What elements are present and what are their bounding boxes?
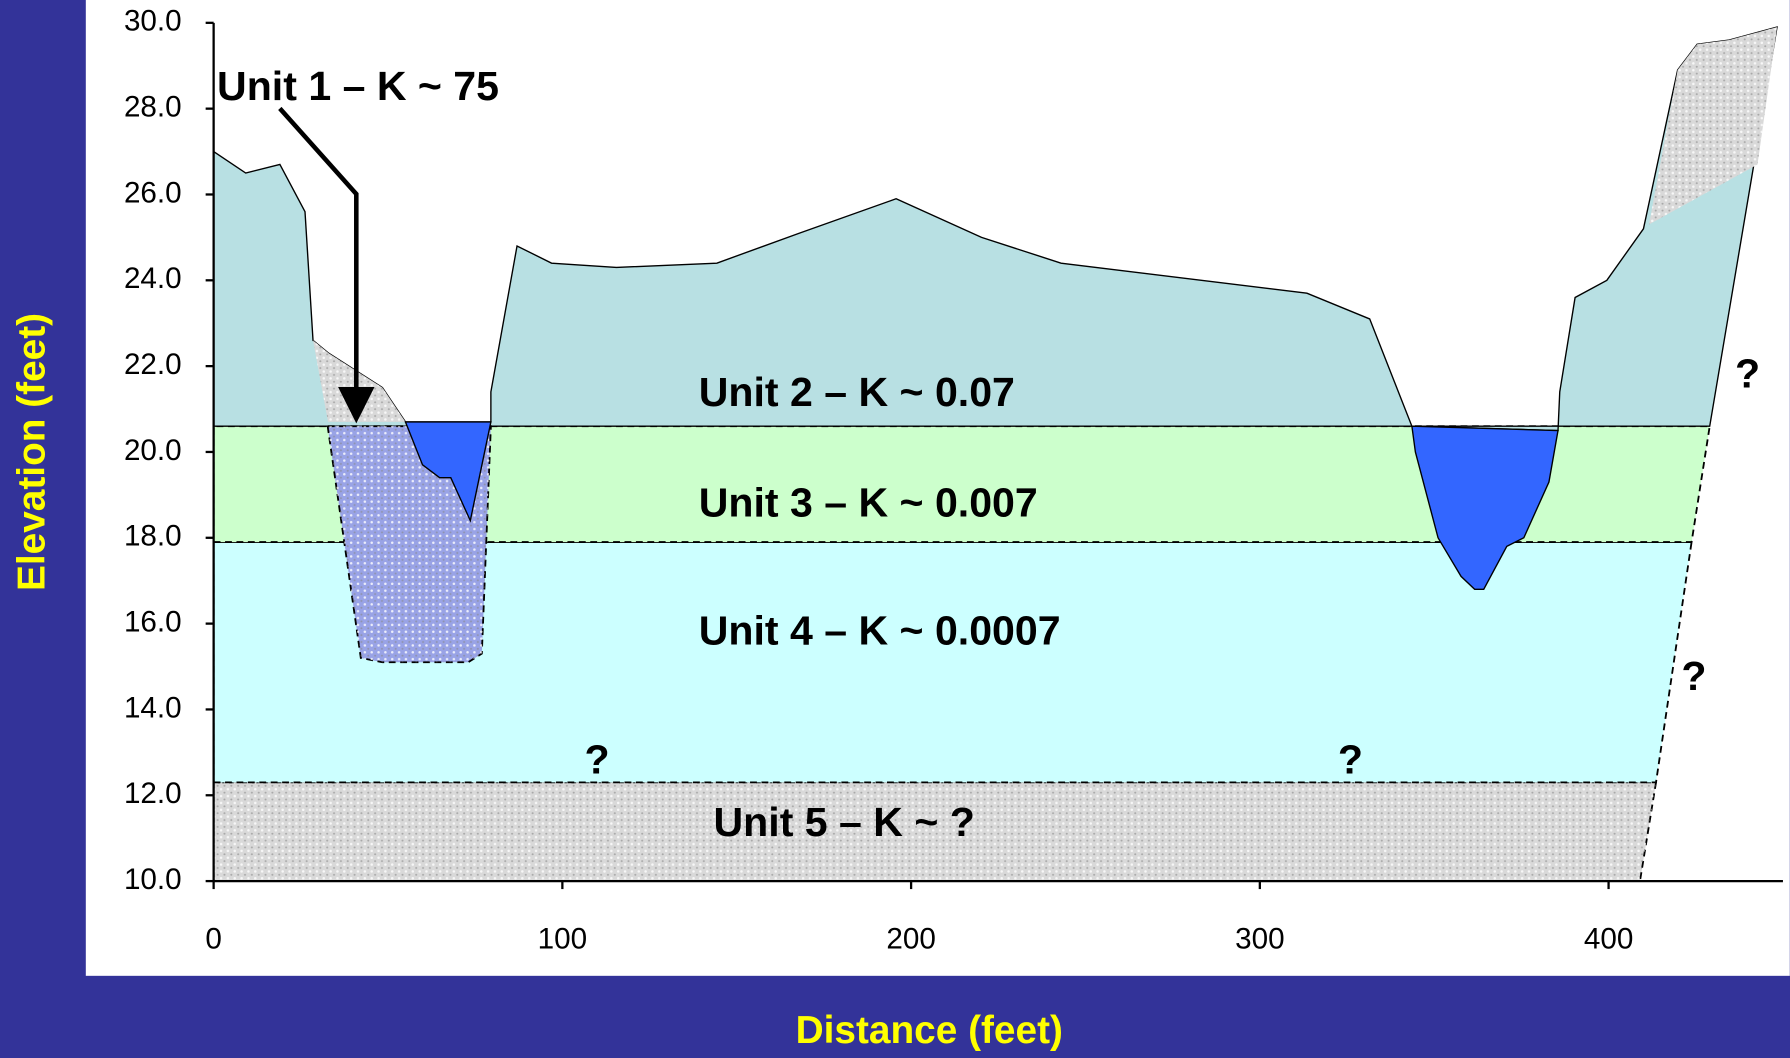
annotation: ? — [1681, 653, 1706, 699]
x-tick-label: 200 — [886, 922, 935, 955]
annotation: ? — [1735, 350, 1760, 396]
y-tick-label: 18.0 — [124, 520, 182, 553]
y-tick-label: 14.0 — [124, 691, 182, 724]
chart: 10.0 12.0 14.0 16.0 18.0 20.0 22.0 24.0 26.0 28.0… — [0, 0, 1790, 1058]
y-tick-label: 20.0 — [124, 434, 182, 467]
y-tick-label: 22.0 — [124, 348, 182, 381]
x-tick-label: 400 — [1584, 922, 1633, 955]
y-tick-label: 28.0 — [124, 90, 182, 123]
annotation: Unit 3 – K ~ 0.007 — [699, 479, 1038, 525]
x-tick-label: 300 — [1235, 922, 1284, 955]
x-axis-title: Distance (feet) — [796, 1009, 1063, 1052]
y-axis-title: Elevation (feet) — [11, 313, 54, 591]
annotation: Unit 1 – K ~ 75 — [217, 63, 499, 109]
y-tick-label: 30.0 — [124, 5, 182, 38]
annotation: ? — [1338, 736, 1363, 782]
annotation: Unit 2 – K ~ 0.07 — [699, 369, 1015, 415]
y-tick-label: 26.0 — [124, 176, 182, 209]
x-tick-label: 0 — [205, 922, 222, 955]
y-tick-label: 16.0 — [124, 605, 182, 638]
annotation: ? — [585, 736, 610, 782]
y-tick-label: 10.0 — [124, 863, 182, 896]
x-tick-label: 100 — [538, 922, 587, 955]
y-tick-label: 12.0 — [124, 777, 182, 810]
annotation: Unit 5 – K ~ ? — [714, 799, 975, 845]
y-tick-label: 24.0 — [124, 262, 182, 295]
annotation: Unit 4 – K ~ 0.0007 — [699, 607, 1061, 653]
